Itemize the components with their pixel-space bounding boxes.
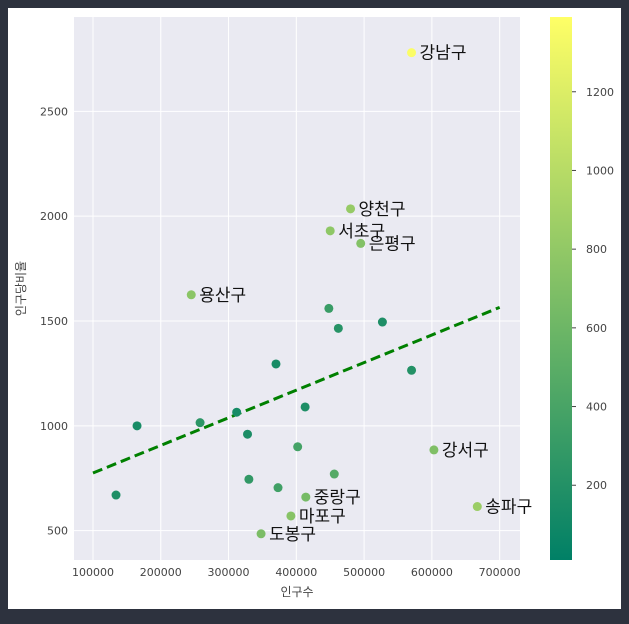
data-point [356, 238, 366, 248]
colorbar-tick-label: 200 [586, 479, 607, 492]
data-point [324, 303, 334, 313]
x-tick-label: 500000 [343, 566, 385, 579]
data-point [243, 429, 253, 439]
data-point [286, 511, 296, 521]
point-label: 마포구 [299, 507, 346, 527]
colorbar-tick-label: 1200 [586, 86, 614, 99]
data-point [232, 407, 242, 417]
point-label: 강남구 [420, 44, 467, 64]
trend-line [92, 305, 501, 475]
y-tick-label: 2000 [40, 210, 68, 223]
y-tick-label: 2500 [40, 105, 68, 118]
point-label: 은평구 [369, 234, 416, 254]
y-tick-label: 1000 [40, 420, 68, 433]
data-point [244, 474, 254, 484]
data-point [377, 317, 387, 327]
data-point [329, 469, 339, 479]
data-point [346, 204, 356, 214]
data-point [111, 490, 121, 500]
point-label: 양천구 [359, 200, 406, 220]
point-label: 강서구 [442, 441, 489, 461]
x-tick-label: 700000 [479, 566, 521, 579]
x-tick-label: 200000 [140, 566, 182, 579]
data-point [273, 483, 283, 493]
x-tick-label: 300000 [208, 566, 250, 579]
data-point [186, 290, 196, 300]
data-point [407, 365, 417, 375]
x-axis-label: 인구수 [280, 585, 313, 599]
y-axis-label: 인구당비율 [14, 261, 28, 316]
colorbar-tick-label: 400 [586, 401, 607, 414]
data-point [293, 442, 303, 452]
plot-area [74, 17, 520, 560]
data-point [300, 402, 310, 412]
x-tick-label: 600000 [411, 566, 453, 579]
y-tick-label: 500 [47, 525, 68, 538]
data-point [301, 492, 311, 502]
colorbar-tick-label: 800 [586, 243, 607, 256]
data-point [325, 226, 335, 236]
scatter-chart: 100000 200000 300000 400000 500000 600000 7000… [14, 17, 614, 599]
point-label: 중랑구 [314, 488, 361, 508]
colorbar-tick-label: 600 [586, 322, 607, 335]
data-point [333, 323, 343, 333]
point-label: 용산구 [199, 286, 246, 306]
data-point [429, 445, 439, 455]
point-label: 송파구 [485, 498, 532, 518]
data-point [407, 48, 417, 58]
data-point [271, 359, 281, 369]
data-point [195, 418, 205, 428]
point-label: 도봉구 [269, 525, 316, 545]
x-tick-label: 100000 [72, 566, 114, 579]
y-tick-label: 1500 [40, 315, 68, 328]
data-point [256, 529, 266, 539]
x-tick-label: 400000 [275, 566, 317, 579]
colorbar-tick-label: 1000 [586, 164, 614, 177]
data-point [132, 421, 142, 431]
data-point [472, 502, 482, 512]
colorbar [550, 17, 572, 560]
point-label: 서초구 [338, 222, 385, 242]
chart-frame: 100000 200000 300000 400000 500000 600000 7000… [8, 8, 621, 609]
